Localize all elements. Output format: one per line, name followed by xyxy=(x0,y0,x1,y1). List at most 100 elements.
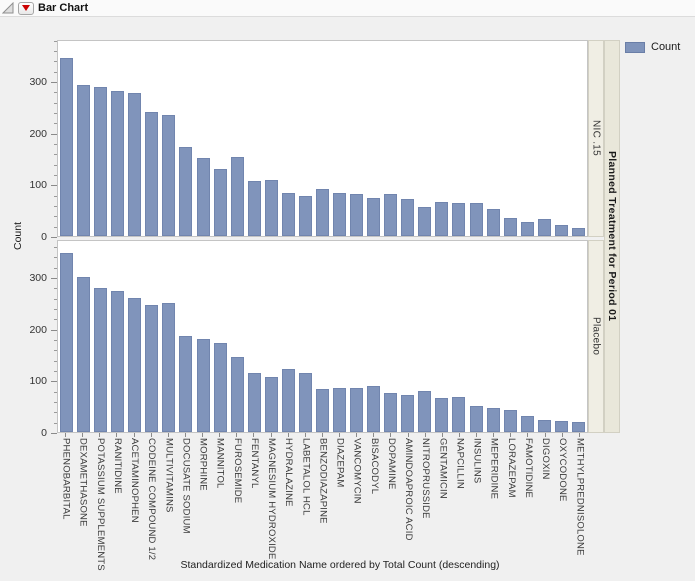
x-tick-slot xyxy=(160,433,177,437)
bar-slot xyxy=(229,41,246,236)
bar-placebo-dopamine[interactable] xyxy=(384,393,398,432)
bar-placebo-vancomycin[interactable] xyxy=(350,388,364,432)
bar-nic15-oxycodone[interactable] xyxy=(554,225,568,236)
bar-placebo-nitroprusside[interactable] xyxy=(418,391,432,432)
x-label-slot: ACETAMINOPHEN xyxy=(126,438,143,556)
red-triangle-menu-icon[interactable] xyxy=(18,1,34,15)
bar-slot xyxy=(177,41,194,236)
bar-placebo-gentamicin[interactable] xyxy=(435,398,449,432)
bar-nic15-diazepam[interactable] xyxy=(333,193,347,236)
x-category-label: DOCUSATE SODIUM xyxy=(180,438,192,534)
y-tick-minor xyxy=(54,370,57,372)
bar-placebo-phenobarbital[interactable] xyxy=(60,253,74,432)
bar-placebo-lorazepam[interactable] xyxy=(503,410,517,432)
x-tick xyxy=(287,433,289,437)
x-category-label: DIGOXIN xyxy=(540,438,552,480)
x-tick xyxy=(544,433,546,437)
bar-placebo-furosemide[interactable] xyxy=(230,357,244,432)
bar-nic15-benzodiazapine[interactable] xyxy=(315,189,329,236)
bar-placebo-oxycodone[interactable] xyxy=(554,421,568,432)
x-label-slot: HYDRALAZINE xyxy=(280,438,297,556)
bar-placebo-mannitol[interactable] xyxy=(213,343,227,432)
bar-nic15-insulins[interactable] xyxy=(469,203,483,236)
bar-nic15-multivitamins[interactable] xyxy=(162,115,176,236)
bar-nic15-labetalol-hcl[interactable] xyxy=(298,196,312,236)
bar-nic15-acetaminophen[interactable] xyxy=(128,93,142,236)
bar-placebo-famotidine[interactable] xyxy=(520,416,534,432)
bar-nic15-digoxin[interactable] xyxy=(537,219,551,236)
y-tick-label: 100 xyxy=(29,375,47,388)
x-label-slot: BENZODIAZAPINE xyxy=(314,438,331,556)
bar-nic15-furosemide[interactable] xyxy=(230,157,244,236)
bar-nic15-nitroprusside[interactable] xyxy=(418,207,432,236)
bar-placebo-amindoaproic-acid[interactable] xyxy=(401,395,415,432)
bar-slot xyxy=(246,241,263,432)
y-tick-minor xyxy=(54,71,57,73)
bar-placebo-bisacodyl[interactable] xyxy=(367,386,381,432)
x-category-label: ACETAMINOPHEN xyxy=(129,438,141,523)
bar-placebo-diazepam[interactable] xyxy=(333,388,347,432)
legend-count-swatch[interactable] xyxy=(625,41,645,53)
bar-nic15-morphine[interactable] xyxy=(196,158,210,236)
bar-placebo-docusate-sodium[interactable] xyxy=(179,336,193,432)
bar-nic15-lorazepam[interactable] xyxy=(503,218,517,236)
bar-nic15-dopamine[interactable] xyxy=(384,194,398,236)
bar-placebo-ranitidine[interactable] xyxy=(111,291,125,432)
bar-nic15-methylprednisolone[interactable] xyxy=(571,228,585,236)
bar-slot xyxy=(314,241,331,432)
bar-nic15-fentanyl[interactable] xyxy=(247,181,261,236)
bar-slot xyxy=(399,41,416,236)
x-category-label: AMINDOAPROIC ACID xyxy=(403,438,415,541)
bar-nic15-ranitidine[interactable] xyxy=(111,91,125,236)
bar-nic15-famotidine[interactable] xyxy=(520,222,534,236)
bar-nic15-phenobarbital[interactable] xyxy=(60,58,74,236)
bar-placebo-magnesium-hydroxide[interactable] xyxy=(264,377,278,432)
bar-nic15-vancomycin[interactable] xyxy=(350,194,364,236)
bar-placebo-dexamethasone[interactable] xyxy=(77,277,91,432)
bar-placebo-multivitamins[interactable] xyxy=(162,303,176,432)
x-tick-slot xyxy=(451,433,468,437)
bar-placebo-benzodiazapine[interactable] xyxy=(315,389,329,432)
bar-placebo-methylprednisolone[interactable] xyxy=(571,422,585,432)
bar-placebo-codeine-compound-1-2[interactable] xyxy=(145,305,159,432)
x-category-label: FAMOTIDINE xyxy=(522,438,534,499)
x-tick xyxy=(527,433,529,437)
bar-nic15-amindoaproic-acid[interactable] xyxy=(401,199,415,236)
x-tick xyxy=(407,433,409,437)
bar-placebo-digoxin[interactable] xyxy=(537,420,551,432)
bar-nic15-mannitol[interactable] xyxy=(213,169,227,236)
bar-nic15-potassium-supplements[interactable] xyxy=(94,87,108,236)
bar-nic15-meperidine[interactable] xyxy=(486,209,500,236)
bar-placebo-fentanyl[interactable] xyxy=(247,373,261,432)
bar-nic15-hydralazine[interactable] xyxy=(281,193,295,236)
bar-placebo-labetalol-hcl[interactable] xyxy=(298,373,312,432)
bar-placebo-potassium-supplements[interactable] xyxy=(94,288,108,432)
bar-nic15-dexamethasone[interactable] xyxy=(77,85,91,236)
x-label-slot: MEPERIDINE xyxy=(485,438,502,556)
x-label-slot: LORAZEPAM xyxy=(502,438,519,556)
x-category-label: POTASSIUM SUPPLEMENTS xyxy=(94,438,106,571)
bar-nic15-napcillin[interactable] xyxy=(452,203,466,236)
bar-nic15-bisacodyl[interactable] xyxy=(367,198,381,236)
bar-slot xyxy=(570,41,587,236)
disclosure-triangle-icon[interactable] xyxy=(2,2,14,14)
bar-nic15-gentamicin[interactable] xyxy=(435,202,449,236)
bar-placebo-insulins[interactable] xyxy=(469,406,483,432)
bar-slot xyxy=(297,41,314,236)
bar-placebo-hydralazine[interactable] xyxy=(281,369,295,432)
y-tick-label: 200 xyxy=(29,127,47,140)
x-category-label: DOPAMINE xyxy=(385,438,397,490)
x-category-label: FENTANYL xyxy=(248,438,260,489)
x-tick xyxy=(390,433,392,437)
bar-placebo-meperidine[interactable] xyxy=(486,408,500,432)
bar-placebo-morphine[interactable] xyxy=(196,339,210,432)
bar-nic15-docusate-sodium[interactable] xyxy=(179,147,193,236)
bar-placebo-acetaminophen[interactable] xyxy=(128,298,142,432)
bar-nic15-magnesium-hydroxide[interactable] xyxy=(264,180,278,236)
y-tick-label: 100 xyxy=(29,179,47,192)
y-tick-label: 300 xyxy=(29,75,47,88)
bar-nic15-codeine-compound-1-2[interactable] xyxy=(145,112,159,236)
x-tick xyxy=(356,433,358,437)
bar-slot xyxy=(109,41,126,236)
bar-placebo-napcillin[interactable] xyxy=(452,397,466,432)
